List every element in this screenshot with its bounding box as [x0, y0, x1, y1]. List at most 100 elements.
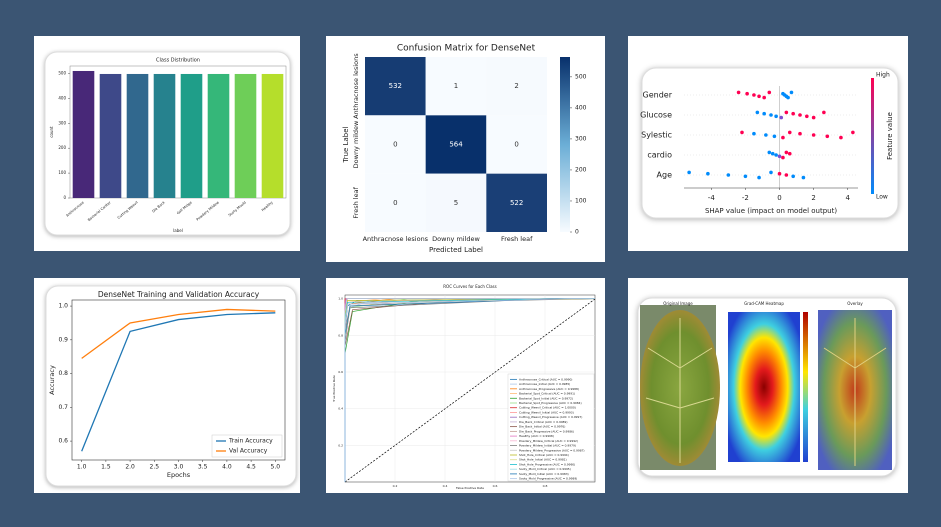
x-tick-label: Downy mildew [432, 235, 480, 243]
shap-point [767, 90, 772, 95]
shap-point [774, 153, 778, 157]
legend-label: Powdery_Mildew_Progressive (AUC = 0.9987… [519, 448, 585, 452]
shap-point [757, 94, 761, 99]
colorbar-low: Low [876, 194, 888, 201]
cell [425, 173, 487, 232]
y-tick-label: 0.6 [338, 370, 343, 374]
y-axis-label: Accuracy [48, 365, 56, 395]
image-title: Original Image [663, 301, 693, 306]
cell-label: 532 [389, 82, 402, 90]
x-tick-label: 3.0 [174, 464, 184, 471]
overlay-veins [823, 318, 887, 466]
x-tick-label: Healthy [261, 200, 274, 212]
shap-point [726, 173, 731, 177]
cell-label: 0 [393, 141, 397, 149]
y-tick-label: 0.7 [58, 404, 68, 411]
shap-point [781, 135, 785, 140]
shap-point [811, 115, 816, 120]
bar [72, 70, 95, 198]
shap-point [755, 110, 760, 115]
shap-point [801, 175, 806, 180]
y-axis-label: True Label [342, 126, 350, 163]
shap-point [752, 93, 756, 97]
cell [365, 173, 426, 232]
shap-point [805, 114, 809, 119]
shap-point [764, 133, 768, 137]
shap-point [784, 150, 789, 155]
heatmap-panel: Confusion Matrix for DenseNet 532 1 2 0 564 0 0… [326, 36, 605, 262]
cell-label: 0 [514, 141, 518, 149]
x-tick-label: 5.0 [271, 464, 281, 471]
legend-label: Sooty_Mold_Initial (AUC = 0.9983) [519, 472, 569, 476]
y-tick-label: Anthracnose lesions [352, 53, 360, 119]
shap-point [774, 114, 778, 119]
shap-point [851, 130, 855, 135]
image-panel: Original Image Grad-CAM Heatmap Overlay [628, 278, 908, 493]
feature-label: Age [657, 171, 673, 180]
cell [365, 57, 426, 116]
legend-label: Shot_Hole_Critical (AUC = 0.9994) [519, 453, 569, 457]
x-tick-label: 4.0 [222, 464, 232, 471]
bar [153, 73, 176, 198]
shap-point [745, 91, 749, 96]
legend-label: Train Accuracy [228, 438, 273, 445]
shap-point [787, 130, 792, 135]
x-tick-label: 0 [777, 194, 781, 202]
cell [486, 115, 547, 174]
y-tick-label: 100 [58, 170, 66, 175]
shap-point [767, 150, 772, 155]
y-tick-label: 300 [58, 120, 66, 125]
x-tick-label: 3.5 [198, 464, 208, 471]
image-title: Grad-CAM Heatmap [744, 301, 784, 306]
x-tick-label: 1.5 [101, 464, 111, 471]
leaf-veins [645, 318, 715, 463]
colorbar-label: 300 [575, 135, 587, 142]
x-tick-label: Fresh leaf [501, 235, 533, 243]
shap-point [791, 174, 795, 179]
shap-point [740, 130, 744, 135]
y-axis-label: True Positive Rate [332, 375, 336, 403]
legend-label: Sooty_Mold_Progressive (AUC = 0.9989) [519, 477, 577, 481]
shap-point [798, 113, 802, 117]
shap-point [762, 95, 766, 100]
shap-point [769, 113, 773, 117]
shap-point [787, 151, 792, 156]
cell-label: 564 [449, 141, 463, 149]
legend-label: Cutting_Weevil_Initial (AUC = 0.9993) [519, 410, 574, 414]
x-tick-label: 0.4 [443, 484, 448, 488]
shap-point [687, 170, 691, 175]
legend-label: Powdery_Mildew_Initial (AUC = 0.9979) [519, 444, 576, 448]
y-tick-label: 0.8 [58, 370, 68, 377]
y-tick-label: 200 [58, 145, 66, 150]
legend-label: Anthracnose_Critical (AUC = 0.9990) [519, 377, 572, 381]
shap-point [784, 173, 789, 177]
legend-label: Val Accuracy [229, 448, 268, 455]
shap-point [777, 154, 782, 159]
colorbar-label: 500 [575, 73, 587, 80]
colorbar-label: 400 [575, 104, 587, 111]
line-panel: DenseNet Training and Validation Accurac… [34, 278, 300, 493]
colorbar-title: Feature value [886, 112, 894, 160]
shap-point [706, 171, 710, 176]
x-tick-label: 0.6 [493, 484, 498, 488]
y-tick-label: 0.4 [338, 407, 343, 411]
shap-point [752, 131, 756, 136]
y-tick-label: Downy mildew [352, 120, 360, 168]
x-tick-label: 4.5 [246, 464, 256, 471]
legend-label: Healthy (AUC = 0.9998) [519, 434, 554, 438]
colorbar [871, 78, 874, 194]
shap-point [762, 111, 766, 116]
shap-point [736, 90, 741, 95]
feature-label: Sylestic [641, 131, 672, 140]
y-tick-label: 1.0 [58, 303, 68, 310]
shap-point [839, 135, 843, 140]
heatmap-image [728, 312, 800, 462]
cell-label: 2 [514, 82, 518, 90]
shap-point [825, 134, 830, 139]
shap-point [784, 110, 789, 115]
legend-label: Anthracnose_Initial (AUC = 0.9985) [519, 382, 570, 386]
legend-label: Powdery_Mildew_Critical (AUC = 0.9992) [519, 439, 578, 443]
x-tick-label: -4 [708, 194, 716, 202]
bar [234, 73, 257, 198]
legend-box [507, 373, 595, 482]
